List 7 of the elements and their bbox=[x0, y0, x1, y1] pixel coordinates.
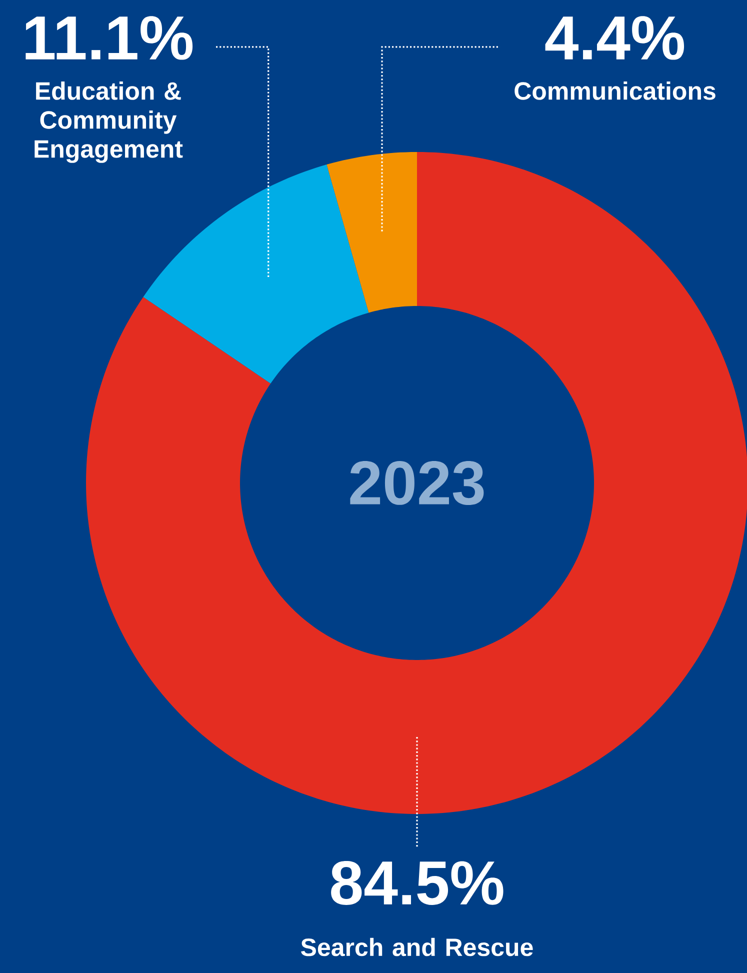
data-label: 84.5% bbox=[331, 861, 504, 905]
slice-label: Communications bbox=[514, 82, 716, 100]
slice-label: Education & Community Engagement bbox=[34, 82, 183, 163]
slice-label: Search and Rescue bbox=[301, 938, 533, 956]
data-label: 11.1% bbox=[26, 16, 193, 60]
text: 2023 bbox=[350, 461, 484, 505]
data-label: 4.4% bbox=[545, 16, 684, 60]
